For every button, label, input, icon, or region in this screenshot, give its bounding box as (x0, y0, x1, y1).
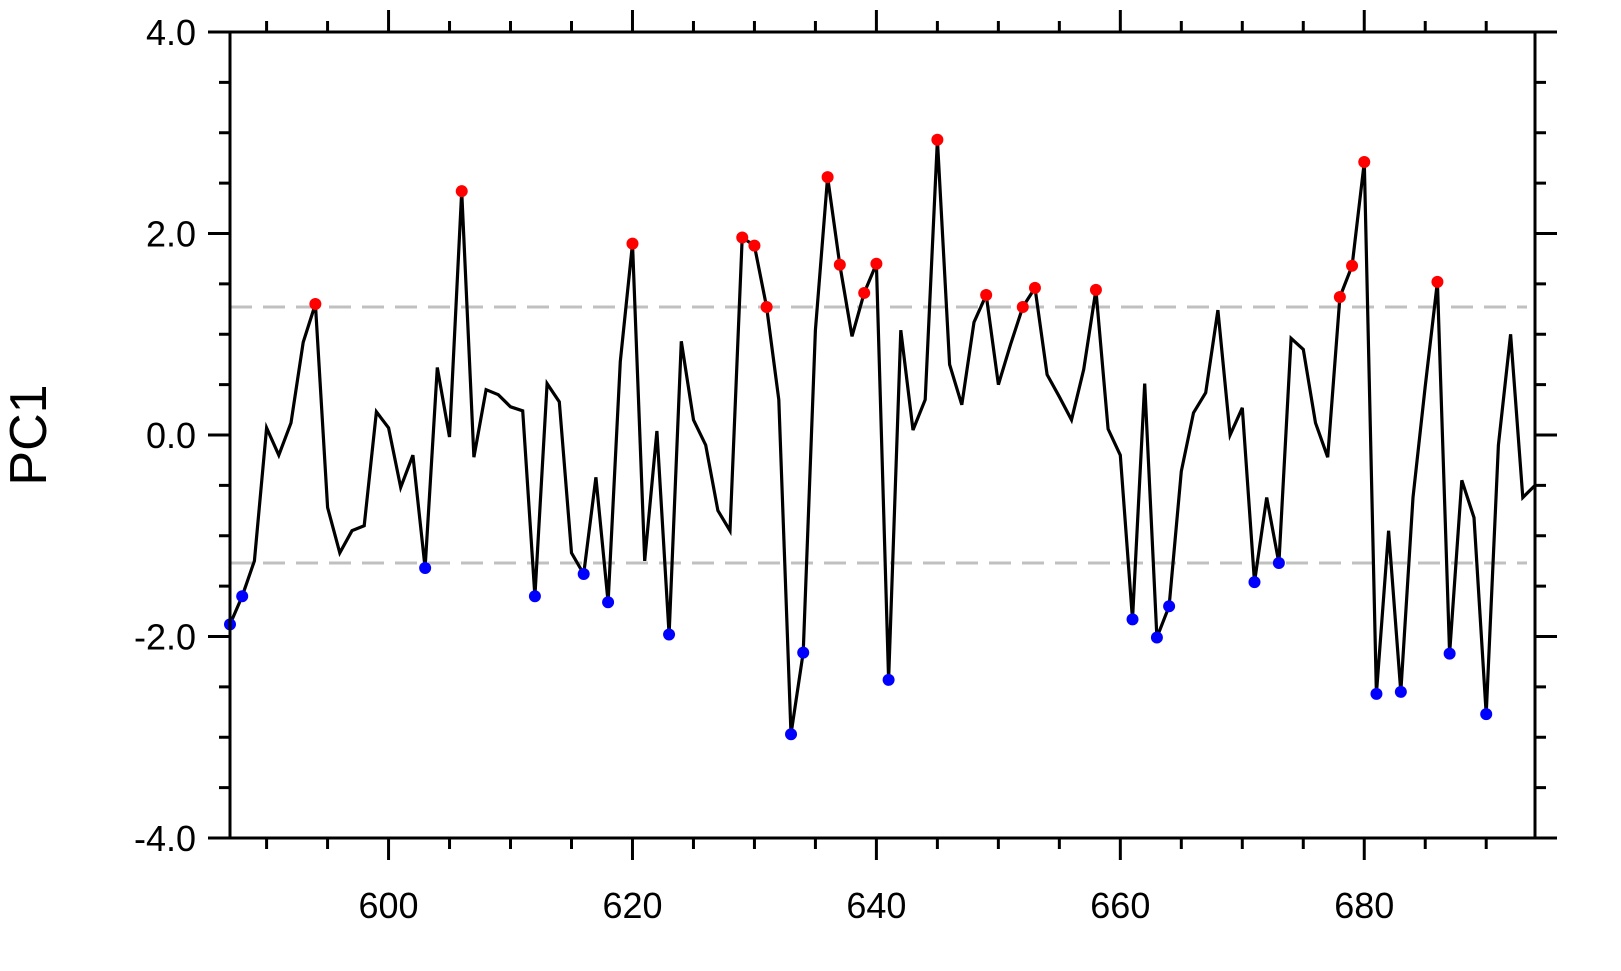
below-threshold-point (1150, 631, 1163, 644)
above-threshold-point (858, 286, 871, 299)
above-threshold-point (455, 185, 468, 198)
series-line-layer (228, 139, 1537, 735)
below-threshold-point (1248, 576, 1261, 589)
below-threshold-point (1163, 600, 1176, 613)
below-threshold-point (1370, 687, 1383, 700)
above-threshold-point (760, 301, 773, 314)
below-threshold-point (1443, 647, 1456, 660)
y-axis-label: PC1 (0, 384, 58, 485)
extreme-points-layer (224, 133, 1493, 741)
y-tick-label: -4.0 (134, 818, 196, 859)
above-threshold-point (1028, 281, 1041, 294)
above-threshold-point (626, 237, 639, 250)
below-threshold-point (602, 596, 615, 609)
below-threshold-point (577, 568, 590, 581)
above-threshold-point (1016, 301, 1029, 314)
above-threshold-point (821, 171, 834, 184)
below-threshold-point (419, 561, 432, 574)
y-tick-label: 2.0 (146, 214, 196, 255)
below-threshold-point (1126, 613, 1139, 626)
below-threshold-point (528, 590, 541, 603)
below-threshold-point (1394, 685, 1407, 698)
above-threshold-point (1346, 259, 1359, 272)
below-threshold-point (663, 628, 676, 641)
below-threshold-point (785, 728, 798, 741)
above-threshold-point (748, 239, 761, 252)
above-threshold-point (1333, 290, 1346, 303)
x-tick-label: 620 (602, 885, 662, 926)
below-threshold-point (1480, 708, 1493, 721)
above-threshold-point (833, 258, 846, 271)
axis-ticks (208, 10, 1557, 860)
above-threshold-point (736, 231, 749, 244)
above-threshold-point (1431, 275, 1444, 288)
above-threshold-point (870, 257, 883, 270)
below-threshold-point (797, 646, 810, 659)
below-threshold-point (882, 673, 895, 686)
y-tick-label: 4.0 (146, 12, 196, 53)
above-threshold-point (1358, 155, 1371, 168)
above-threshold-point (931, 133, 944, 146)
above-threshold-point (980, 288, 993, 301)
below-threshold-point (236, 590, 249, 603)
pc1-series-line (228, 139, 1537, 735)
y-tick-label: 0.0 (146, 415, 196, 456)
x-tick-label: 640 (846, 885, 906, 926)
tick-labels: 4.0 2.0 0.0 -2.0 -4.0 600 620 640 660 680 (134, 12, 1394, 926)
x-tick-label: 660 (1090, 885, 1150, 926)
x-tick-label: 600 (359, 885, 419, 926)
x-tick-label: 680 (1334, 885, 1394, 926)
below-threshold-point (1272, 556, 1285, 569)
above-threshold-point (1089, 283, 1102, 296)
above-threshold-point (309, 298, 322, 311)
y-tick-label: -2.0 (134, 617, 196, 658)
